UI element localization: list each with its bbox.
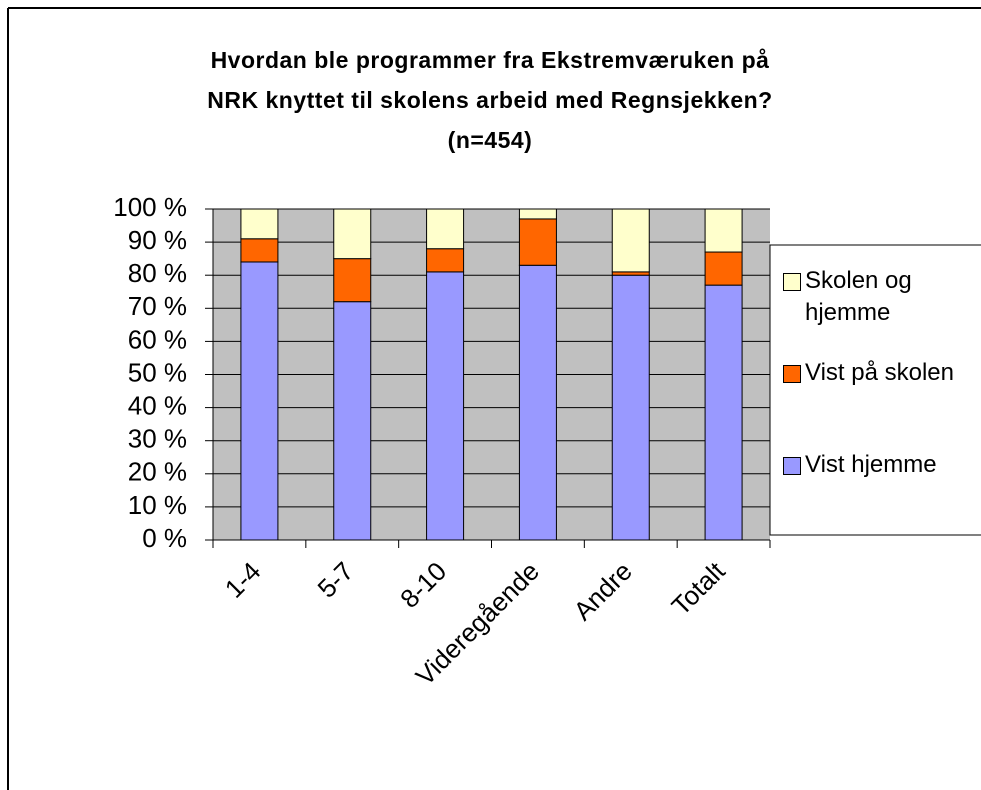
x-tick-label: 1-4 (219, 556, 267, 604)
y-tick-label: 10 % (128, 490, 187, 520)
bar-segment (333, 258, 372, 303)
bar-segment (704, 284, 743, 541)
bar-segment (240, 238, 279, 263)
x-tick-label: 8-10 (394, 556, 452, 614)
x-tick-label: 5-7 (312, 556, 360, 604)
bar-segment (240, 208, 279, 240)
y-tick-label: 40 % (128, 390, 187, 420)
legend-entry: Vist hjemme (783, 449, 973, 481)
bar-segment (333, 301, 372, 541)
bar-segment (518, 208, 557, 220)
x-tick-label: Totalt (666, 555, 732, 621)
bar-segment (240, 261, 279, 541)
y-tick-label: 90 % (128, 225, 187, 255)
bar-segment (611, 274, 650, 541)
legend-swatch (783, 365, 801, 383)
legend-swatch (783, 457, 801, 475)
y-tick-label: 20 % (128, 457, 187, 487)
y-tick-label: 70 % (128, 291, 187, 321)
legend-label: Vist på skolen (805, 359, 954, 386)
bar-segment (704, 208, 743, 253)
bar-segment (704, 251, 743, 286)
bar-segment (333, 208, 372, 260)
y-tick-label: 100 % (113, 192, 187, 222)
legend-label: Skolen og hjemme (805, 267, 912, 326)
legend-entry: Skolen og hjemme (783, 265, 973, 329)
y-tick-label: 80 % (128, 258, 187, 288)
y-tick-label: 50 % (128, 357, 187, 387)
legend-box (769, 244, 981, 536)
y-tick-label: 0 % (142, 523, 187, 553)
legend-entry: Vist på skolen (783, 357, 973, 389)
chart-title: Hvordan ble programmer fra Ekstremværuke… (207, 47, 773, 153)
legend-swatch (783, 273, 801, 291)
bar-segment (518, 264, 557, 541)
bar-segment (518, 218, 557, 266)
bar-segment (426, 248, 465, 273)
bar-segment (426, 208, 465, 250)
legend-label: Vist hjemme (805, 451, 937, 478)
y-tick-label: 60 % (128, 324, 187, 354)
y-tick-label: 30 % (128, 424, 187, 454)
bar-segment (611, 208, 650, 273)
bar-segment (426, 271, 465, 541)
x-tick-label: Andre (568, 556, 638, 626)
